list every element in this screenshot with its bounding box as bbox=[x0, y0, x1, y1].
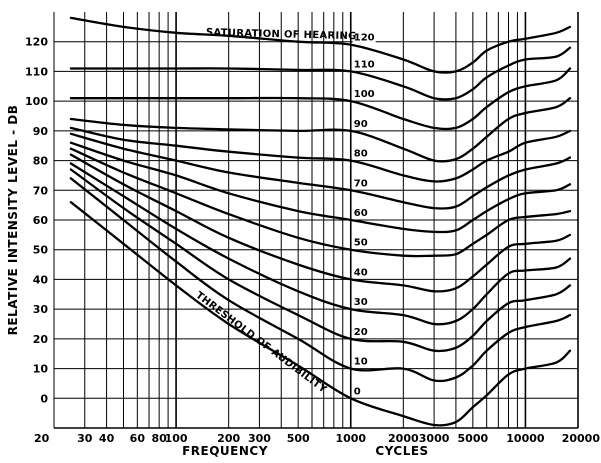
curve-label-bg bbox=[352, 237, 369, 249]
curve-label-bg bbox=[352, 32, 376, 44]
curve-label-bg bbox=[352, 267, 369, 279]
loudness-curve-60 bbox=[69, 141, 572, 234]
x-tick-label: 60 bbox=[130, 432, 146, 445]
x-tick-label: 5000 bbox=[458, 432, 489, 445]
curve-label-40: 40 bbox=[354, 267, 368, 278]
annotation-saturation: SATURATION OF HEARING bbox=[206, 27, 357, 42]
x-tick-label: 2000 bbox=[388, 432, 419, 445]
loudness-curve-40 bbox=[69, 153, 572, 293]
curve-label-90: 90 bbox=[354, 119, 368, 130]
y-tick-label: 80 bbox=[33, 155, 49, 168]
curve-label-10: 10 bbox=[354, 357, 368, 368]
x-axis-title-2: CYCLES bbox=[375, 444, 428, 458]
curve-label-bg bbox=[352, 178, 369, 190]
curve-label-110: 110 bbox=[354, 59, 375, 70]
x-tick-label: 10000 bbox=[506, 432, 545, 445]
y-tick-label: 110 bbox=[25, 65, 48, 78]
y-tick-label: 20 bbox=[33, 333, 49, 346]
x-tick-label: 3000 bbox=[419, 432, 450, 445]
loudness-curve-80 bbox=[69, 126, 572, 183]
curves bbox=[69, 16, 572, 427]
x-tick-label: 20 bbox=[34, 432, 50, 445]
x-tick-label: 500 bbox=[287, 432, 310, 445]
y-tick-label: 70 bbox=[33, 184, 49, 197]
curve-label-bg bbox=[352, 89, 376, 101]
x-tick-label: 1000 bbox=[335, 432, 366, 445]
curve-label-bg bbox=[352, 118, 369, 130]
y-tick-label: 10 bbox=[33, 363, 49, 376]
x-tick-label: 80 bbox=[152, 432, 168, 445]
curve-label-20: 20 bbox=[354, 327, 368, 338]
curve-label-bg bbox=[352, 386, 362, 398]
curve-label-bg bbox=[352, 326, 369, 338]
curve-label-120: 120 bbox=[354, 33, 375, 44]
loudness-curve-110 bbox=[69, 46, 572, 101]
y-tick-label: 40 bbox=[33, 273, 49, 286]
loudness-curve-70 bbox=[69, 132, 572, 210]
x-tick-label: 300 bbox=[248, 432, 271, 445]
x-tick-label: 100 bbox=[165, 432, 188, 445]
loudness-curve-100 bbox=[69, 67, 572, 131]
y-tick-label: 50 bbox=[33, 244, 49, 257]
y-tick-label: 0 bbox=[40, 392, 48, 405]
y-tick-label: 60 bbox=[33, 214, 49, 227]
y-tick-label: 30 bbox=[33, 303, 49, 316]
loudness-curve-10 bbox=[69, 177, 572, 383]
x-tick-label: 40 bbox=[99, 432, 115, 445]
curve-label-bg bbox=[352, 59, 376, 71]
x-axis-title: FREQUENCY bbox=[182, 444, 268, 458]
curve-label-bg bbox=[352, 208, 369, 219]
curve-label-60: 60 bbox=[354, 208, 368, 219]
curve-label-70: 70 bbox=[354, 178, 368, 189]
curve-label-bg bbox=[352, 297, 369, 309]
x-tick-label: 20000 bbox=[562, 432, 601, 445]
curve-label-0: 0 bbox=[354, 386, 361, 397]
y-tick-label: 120 bbox=[25, 36, 48, 49]
loudness-curve-20 bbox=[69, 168, 572, 353]
curve-label-100: 100 bbox=[354, 89, 375, 100]
loudness-curve-50 bbox=[69, 147, 572, 258]
x-tick-label: 30 bbox=[77, 432, 93, 445]
curve-label-bg bbox=[352, 148, 369, 160]
y-tick-label: 100 bbox=[25, 95, 48, 108]
grid bbox=[53, 12, 579, 429]
loudness-curve-120 bbox=[69, 16, 572, 74]
curve-label-bg bbox=[352, 356, 369, 368]
loudness-curve-30 bbox=[69, 162, 572, 326]
loudness-curve-0 bbox=[69, 201, 572, 427]
x-tick-label: 200 bbox=[217, 432, 240, 445]
y-axis-title: RELATIVE INTENSITY LEVEL - DB bbox=[6, 105, 20, 336]
y-tick-label: 90 bbox=[33, 125, 49, 138]
annotation-threshold: THRESHOLD OF AUDIBILITY bbox=[193, 290, 328, 396]
loudness-curve-90 bbox=[69, 97, 572, 163]
curve-label-80: 80 bbox=[354, 149, 368, 160]
curve-label-30: 30 bbox=[354, 297, 368, 308]
curve-label-50: 50 bbox=[354, 238, 368, 249]
